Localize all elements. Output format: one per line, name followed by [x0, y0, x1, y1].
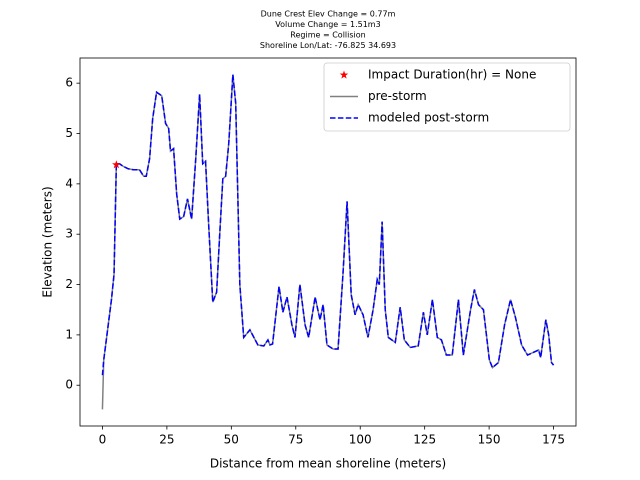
y-tick-label: 4: [65, 176, 73, 190]
chart-title: Volume Change = 1.51m3: [275, 20, 380, 29]
x-tick-label: 75: [288, 433, 303, 447]
y-tick-label: 3: [65, 227, 73, 241]
x-tick-label: 175: [542, 433, 565, 447]
y-tick-label: 5: [65, 126, 73, 140]
legend-label: modeled post-storm: [368, 111, 489, 125]
legend-label: pre-storm: [368, 89, 427, 103]
y-tick-label: 6: [65, 76, 73, 90]
chart-title: Shoreline Lon/Lat: -76.825 34.693: [260, 41, 396, 50]
y-axis-label: Elevation (meters): [41, 186, 55, 297]
chart-title: Dune Crest Elev Change = 0.77m: [261, 10, 396, 19]
x-tick-label: 0: [99, 433, 107, 447]
legend-label: Impact Duration(hr) = None: [368, 68, 536, 82]
chart-title: Regime = Collision: [290, 31, 365, 40]
star-marker: [112, 160, 121, 169]
x-axis-label: Distance from mean shoreline (meters): [210, 457, 446, 471]
y-tick-label: 2: [65, 277, 73, 291]
line-series: [101, 74, 555, 376]
x-tick-label: 150: [478, 433, 501, 447]
x-tick-label: 100: [349, 433, 372, 447]
y-tick-label: 0: [65, 378, 73, 392]
x-tick-label: 125: [413, 433, 436, 447]
legend-handle: [339, 70, 349, 79]
legend-box: [323, 62, 571, 132]
y-tick-label: 1: [65, 327, 73, 341]
x-tick-label: 25: [159, 433, 174, 447]
axes-frame: [79, 57, 577, 427]
x-tick-label: 50: [224, 433, 239, 447]
